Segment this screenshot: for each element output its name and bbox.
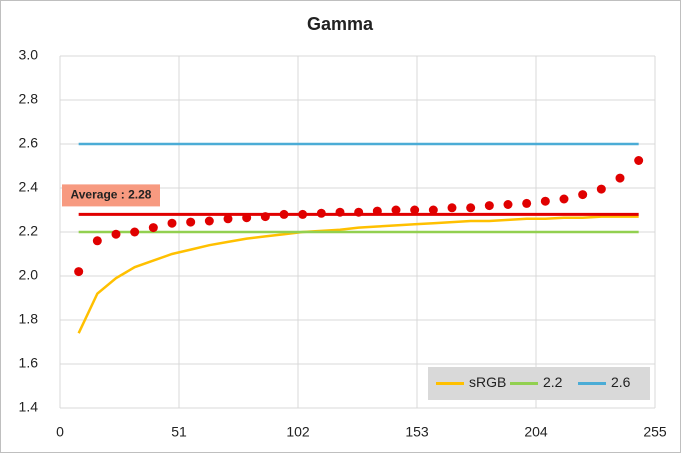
data-point (148, 223, 158, 233)
legend-label: sRGB (469, 374, 506, 390)
data-point (354, 207, 364, 217)
data-point (186, 217, 196, 227)
data-point (92, 236, 102, 246)
data-point (466, 203, 476, 213)
data-point (167, 218, 177, 228)
data-point (111, 229, 121, 239)
data-point (298, 209, 308, 219)
data-point (578, 190, 588, 200)
legend-label: 2.6 (611, 374, 631, 390)
data-point (223, 214, 233, 224)
average-label-box (62, 184, 160, 207)
x-tick-label: 204 (524, 424, 548, 440)
data-point (615, 173, 625, 183)
data-point (74, 267, 84, 277)
data-point (372, 206, 382, 216)
data-point (484, 201, 494, 211)
data-point (522, 198, 532, 208)
data-point (316, 208, 326, 218)
x-tick-label: 255 (643, 424, 667, 440)
legend-label: 2.2 (543, 374, 563, 390)
y-tick-label: 1.6 (19, 355, 39, 371)
y-tick-label: 1.8 (19, 311, 39, 327)
legend-box (428, 367, 650, 400)
y-tick-label: 2.8 (19, 91, 39, 107)
x-tick-label: 153 (405, 424, 429, 440)
data-point (242, 213, 252, 223)
y-tick-label: 2.2 (19, 223, 39, 239)
x-tick-label: 51 (171, 424, 187, 440)
data-point (596, 184, 606, 194)
data-point (540, 196, 550, 206)
data-point (447, 203, 457, 213)
data-point (335, 207, 345, 217)
x-tick-label: 102 (286, 424, 310, 440)
data-point (428, 205, 438, 215)
y-tick-label: 2.4 (19, 179, 39, 195)
average-label: Average : 2.28 (71, 188, 152, 202)
series-line (77, 215, 639, 334)
y-tick-label: 2.0 (19, 267, 39, 283)
chart-title: Gamma (307, 14, 374, 34)
y-tick-label: 2.6 (19, 135, 39, 151)
data-point (260, 212, 270, 222)
x-tick-label: 0 (56, 424, 64, 440)
data-point (391, 205, 401, 215)
y-tick-label: 1.4 (19, 399, 39, 415)
data-point (279, 209, 289, 219)
y-tick-label: 3.0 (19, 47, 39, 63)
data-point (634, 156, 644, 165)
data-point (410, 205, 420, 215)
data-point (204, 216, 214, 226)
data-point (130, 227, 140, 237)
data-point (503, 200, 513, 209)
data-point (559, 194, 569, 204)
